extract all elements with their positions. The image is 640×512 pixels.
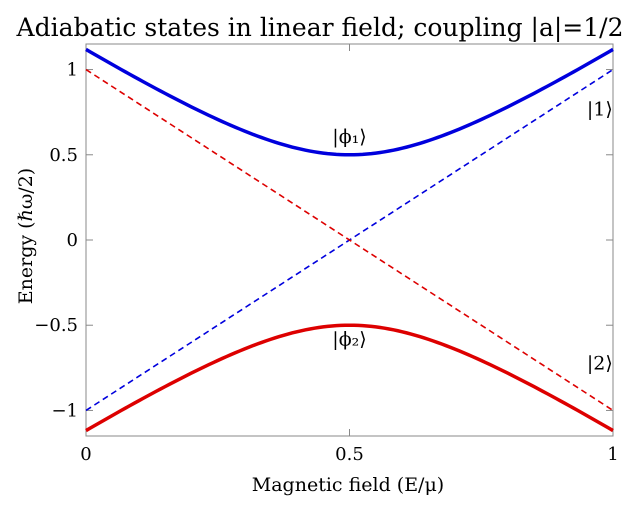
y-tick-label: 1 <box>67 60 78 81</box>
series-line-2-solid <box>85 323 614 433</box>
annotation-label: |1⟩ <box>587 99 613 121</box>
chart-title: Adiabatic states in linear field; coupli… <box>16 13 624 43</box>
annotations: |ϕ₁⟩ |ϕ₂⟩ |1⟩ |2⟩ <box>332 99 612 375</box>
y-tick-label: −1 <box>51 400 78 421</box>
annotation-label: |ϕ₁⟩ <box>332 126 366 148</box>
plot-area: 0 0.5 1 10.50−0.5−1 |ϕ₁⟩|ϕ₂⟩|1⟩|2⟩ <box>34 43 619 465</box>
annotation-label: |ϕ₂⟩ <box>332 329 366 351</box>
x-tick-label: 1 <box>607 444 618 465</box>
y-axis-label: Energy (ℏω/2) <box>15 168 37 304</box>
x-tick-label: 0.5 <box>335 444 364 465</box>
y-axis: 1 0.5 0 −0.5 −1 <box>34 60 613 421</box>
x-axis-label: Magnetic field (E/μ) <box>252 474 444 496</box>
annotation-label: |2⟩ <box>587 353 613 375</box>
x-tick-label: 0 <box>80 444 91 465</box>
y-tick-label: 0.5 <box>49 145 78 166</box>
x-axis: 0 0.5 1 <box>80 44 619 465</box>
y-tick-label: 0 <box>67 230 78 251</box>
series-line-4-dashed <box>85 68 614 412</box>
series-line-1-solid <box>85 47 614 157</box>
series-group <box>85 47 614 433</box>
y-tick-label: −0.5 <box>34 315 78 336</box>
